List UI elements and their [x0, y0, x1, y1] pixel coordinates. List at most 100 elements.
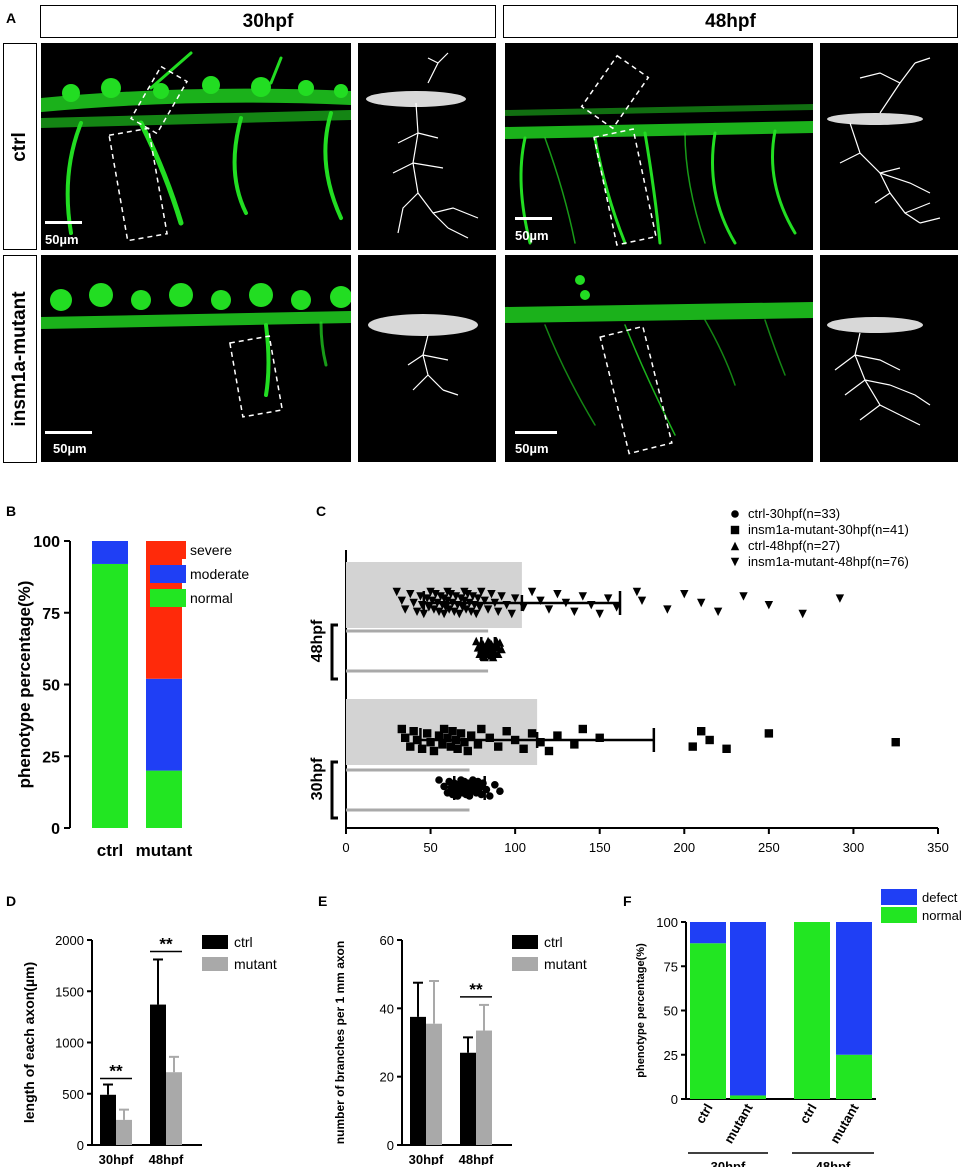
- x-tick-label: 250: [758, 840, 780, 855]
- bar-mutant: [426, 1023, 442, 1145]
- data-point: [637, 596, 647, 605]
- y-tick-label: 0: [77, 1138, 84, 1153]
- x-tick-label: mutant: [721, 1100, 756, 1146]
- panel-a-letter: A: [6, 10, 17, 26]
- x-tick-label: mutant: [827, 1100, 862, 1146]
- panel-d-letter: D: [6, 893, 17, 909]
- data-point: [497, 592, 506, 601]
- group-bracket: [330, 623, 338, 681]
- data-point: [412, 607, 422, 616]
- row-header-ctrl: ctrl: [3, 43, 37, 250]
- group-label: 48hpf: [816, 1159, 851, 1167]
- data-point: [443, 596, 452, 605]
- data-point: [406, 590, 415, 599]
- data-point: [422, 729, 432, 738]
- column-header-30hpf: 30hpf: [40, 5, 496, 38]
- data-point: [417, 744, 427, 753]
- data-point: [429, 746, 439, 756]
- x-tick-label: 48hpf: [459, 1152, 494, 1165]
- legend-swatch-ctrl: [202, 935, 228, 949]
- data-point: [680, 590, 689, 599]
- data-point: [497, 644, 506, 654]
- y-tick-label: 25: [664, 1048, 678, 1063]
- data-point: [439, 609, 449, 619]
- data-point: [553, 731, 562, 740]
- data-point: [461, 605, 471, 614]
- data-point: [570, 607, 579, 616]
- x-tick-label: 350: [927, 840, 949, 855]
- data-point: [483, 605, 493, 614]
- legend-label-mutant: mutant: [544, 956, 587, 972]
- data-point: [441, 603, 450, 612]
- data-point: [536, 738, 545, 747]
- x-tick-label: 300: [843, 840, 865, 855]
- data-point: [435, 776, 443, 784]
- data-point: [429, 605, 439, 614]
- significance-stars: **: [469, 980, 483, 999]
- data-point: [401, 605, 410, 614]
- y-tick-label: 75: [664, 959, 678, 974]
- data-point: [494, 607, 503, 616]
- data-point: [424, 603, 434, 612]
- data-point: [460, 587, 469, 597]
- data-point: [463, 590, 472, 599]
- data-point: [510, 594, 520, 603]
- legend-swatch-severe: [150, 541, 186, 559]
- data-point: [477, 790, 486, 799]
- legend-swatch-moderate: [150, 565, 186, 583]
- legend-label: ctrl-48hpf(n=27): [748, 538, 840, 553]
- data-point: [409, 727, 418, 736]
- x-tick-label: 100: [504, 840, 526, 855]
- y-axis-label: number of branches per 1 mm axon: [333, 941, 347, 1144]
- data-point: [477, 587, 486, 597]
- data-point: [401, 733, 410, 742]
- data-point: [835, 594, 845, 603]
- data-point: [409, 598, 418, 608]
- x-tick-label: 30hpf: [409, 1152, 444, 1165]
- data-point: [578, 724, 587, 734]
- legend-swatch-mutant: [202, 957, 228, 971]
- data-point: [472, 609, 481, 619]
- data-point: [446, 590, 456, 599]
- column-header-48hpf: 48hpf: [503, 5, 958, 38]
- data-point: [444, 605, 454, 614]
- data-point: [502, 727, 511, 736]
- legend-label: insm1a-mutant-48hpf(n=76): [748, 554, 909, 569]
- x-tick-label: 50: [423, 840, 437, 855]
- row-label-mutant: insm1a-mutant: [9, 291, 30, 427]
- bar-segment-normal: [146, 770, 182, 828]
- legend-label: insm1a-mutant-30hpf(n=41): [748, 522, 909, 537]
- data-point: [798, 609, 807, 619]
- legend-label-severe: severe: [190, 542, 232, 558]
- y-axis-label: phenotype percentage(%): [635, 943, 647, 1078]
- bar-segment-defect: [836, 922, 872, 1055]
- x-tick-label: mutant: [136, 841, 193, 860]
- chart-b: 0 25 50 75 100 phenotype percentage(%) ctrl mut…: [15, 534, 249, 860]
- scale-bar: [515, 217, 552, 220]
- bar-segment-normal: [794, 922, 830, 1099]
- panel-f-letter: F: [623, 893, 632, 909]
- trace-ctrl-30hpf: [358, 43, 496, 250]
- data-point: [440, 782, 448, 791]
- scale-bar: [45, 431, 92, 434]
- data-point: [466, 607, 476, 616]
- data-point: [443, 587, 452, 597]
- bar-segment-defect: [690, 922, 726, 944]
- y-tick-label: 60: [380, 933, 394, 948]
- micrograph-mutant-48hpf: 50µm: [505, 255, 813, 462]
- trace-mutant-48hpf: [820, 255, 958, 462]
- data-point: [536, 596, 545, 605]
- data-point: [487, 590, 496, 599]
- group-label: 48hpf: [309, 619, 326, 662]
- data-point: [491, 781, 499, 789]
- data-point: [553, 590, 562, 599]
- trace-mutant-30hpf: [358, 255, 496, 462]
- data-point: [697, 727, 706, 736]
- group-label: 30hpf: [711, 1159, 746, 1167]
- data-point: [570, 740, 579, 749]
- data-point: [527, 729, 537, 738]
- y-tick-label: 100: [656, 915, 678, 930]
- legend-swatch-ctrl: [512, 935, 538, 949]
- y-tick-label: 75: [42, 606, 60, 623]
- bar-mutant: [476, 1030, 492, 1145]
